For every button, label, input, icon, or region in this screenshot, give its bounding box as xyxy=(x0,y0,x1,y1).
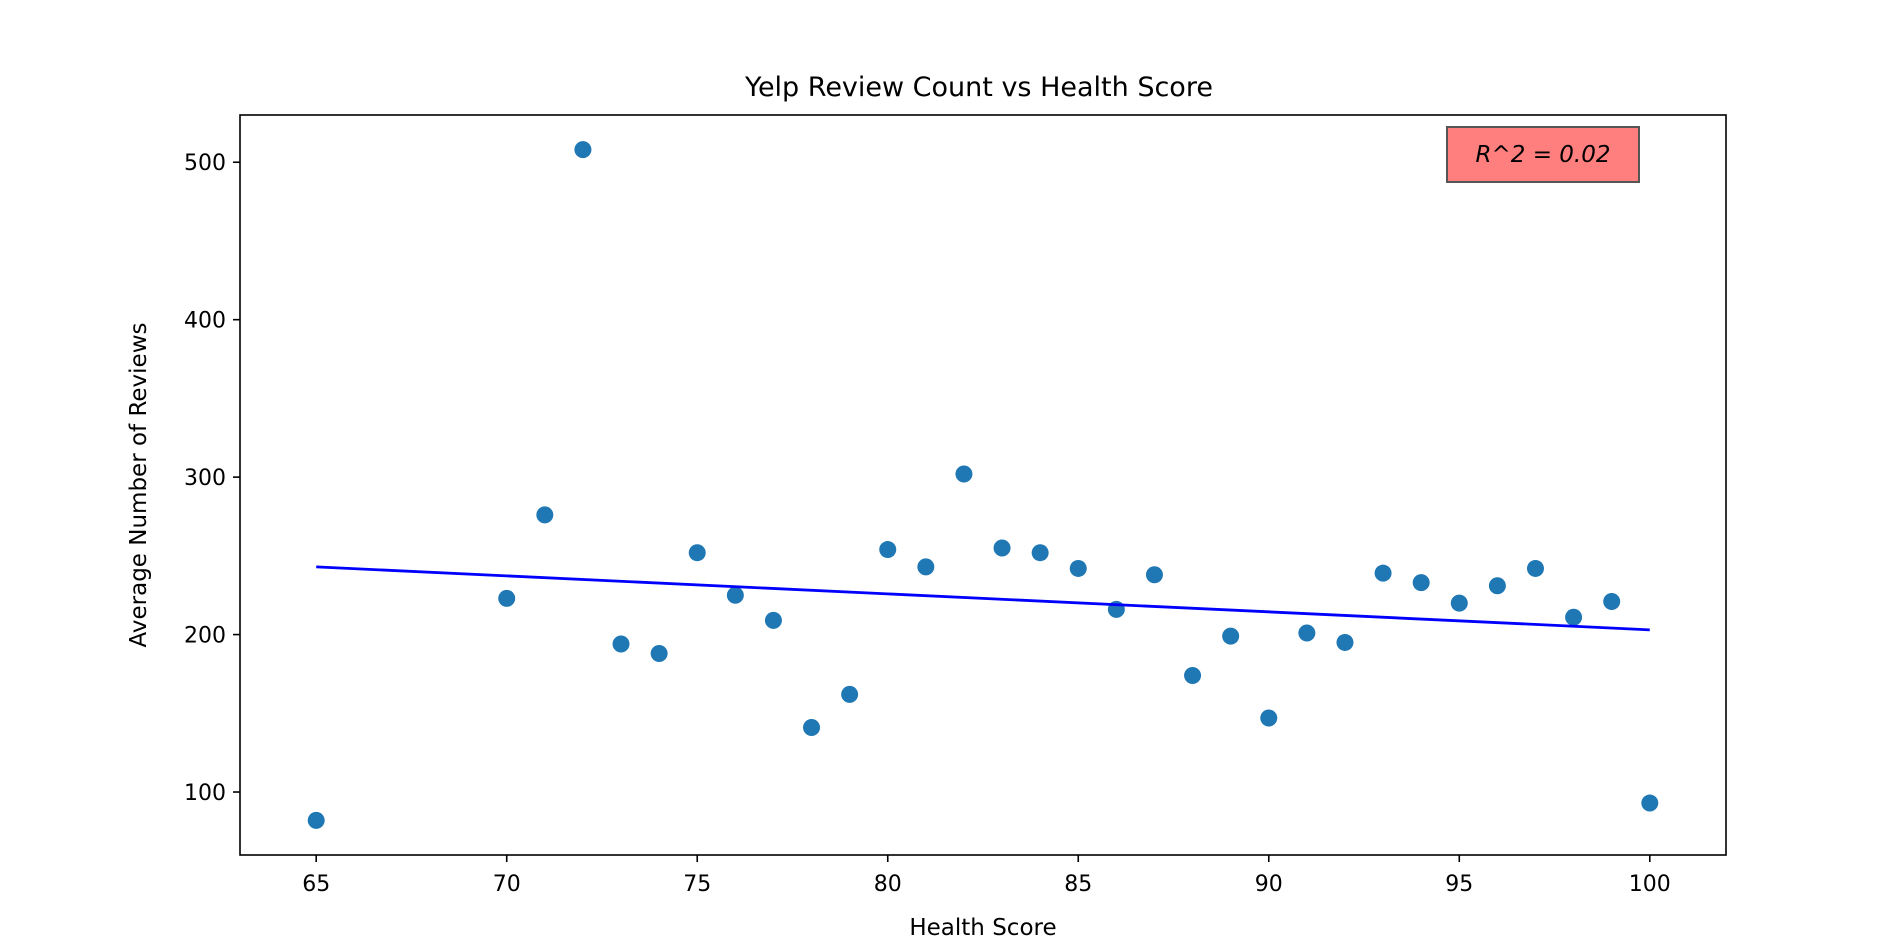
data-point xyxy=(536,506,554,524)
x-axis: 65 70 75 80 85 90 95 100 xyxy=(302,855,1671,897)
data-point xyxy=(498,589,516,607)
data-point xyxy=(1526,559,1544,577)
y-tick-label: 200 xyxy=(184,624,226,649)
x-tick-label: 80 xyxy=(874,872,902,897)
x-tick-label: 75 xyxy=(683,872,711,897)
plot-frame xyxy=(239,114,1727,856)
x-tick-label: 100 xyxy=(1629,872,1671,897)
data-point xyxy=(307,811,325,829)
annotation-box xyxy=(1446,126,1640,183)
data-point xyxy=(574,141,592,159)
x-tick-label: 90 xyxy=(1255,872,1283,897)
data-point xyxy=(841,685,859,703)
annotation-text: R^2 = 0.02 xyxy=(1476,142,1611,168)
x-tick-label: 70 xyxy=(493,872,521,897)
data-point xyxy=(879,541,897,559)
data-point xyxy=(1565,608,1583,626)
data-point xyxy=(1031,544,1049,562)
chart-marks xyxy=(307,141,1659,829)
data-point xyxy=(1184,667,1202,685)
data-point xyxy=(1641,794,1659,812)
data-point xyxy=(726,586,744,604)
data-point xyxy=(612,635,630,653)
y-axis: 100 200 300 400 500 xyxy=(184,151,240,806)
data-point xyxy=(1222,627,1240,645)
data-point xyxy=(803,718,821,736)
data-point xyxy=(917,558,935,576)
data-point xyxy=(1069,559,1087,577)
x-tick-label: 95 xyxy=(1445,872,1473,897)
data-point xyxy=(688,544,706,562)
data-point xyxy=(1412,574,1430,592)
data-point xyxy=(1336,633,1354,651)
data-point xyxy=(650,644,668,662)
r-squared-annotation: R^2 = 0.02 xyxy=(1446,126,1640,183)
data-point xyxy=(955,465,973,483)
y-tick-label: 400 xyxy=(184,309,226,334)
chart-title: Yelp Review Count vs Health Score xyxy=(744,72,1213,103)
data-point xyxy=(764,611,782,629)
data-point xyxy=(1145,566,1163,584)
trend-line xyxy=(316,565,1650,632)
data-point xyxy=(1450,594,1468,612)
y-tick-label: 100 xyxy=(184,781,226,806)
y-axis-label: Average Number of Reviews xyxy=(126,323,152,648)
x-tick-label: 85 xyxy=(1064,872,1092,897)
data-point xyxy=(1603,593,1621,611)
data-point xyxy=(1260,709,1278,727)
y-tick-label: 300 xyxy=(184,466,226,491)
data-point xyxy=(1374,564,1392,582)
data-point xyxy=(993,539,1011,557)
x-tick-label: 65 xyxy=(302,872,330,897)
data-point xyxy=(1298,624,1316,642)
data-point xyxy=(1488,577,1506,595)
x-axis-label: Health Score xyxy=(909,915,1056,941)
y-tick-label: 500 xyxy=(184,151,226,176)
